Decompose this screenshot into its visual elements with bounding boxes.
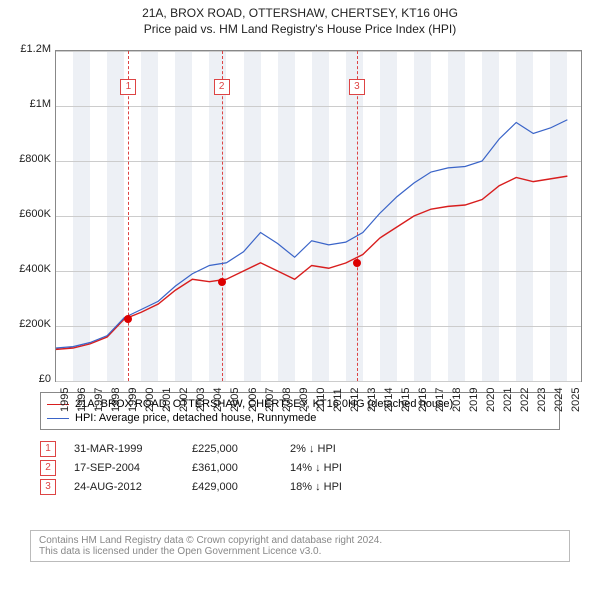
sales-row: 3 24-AUG-2012 £429,000 18% ↓ HPI bbox=[40, 479, 560, 495]
x-tick-label: 2001 bbox=[161, 388, 173, 412]
x-tick-label: 2015 bbox=[400, 388, 412, 412]
sale-price: £361,000 bbox=[192, 462, 272, 474]
sale-diff: 14% ↓ HPI bbox=[290, 462, 342, 474]
sale-price: £429,000 bbox=[192, 481, 272, 493]
x-tick-label: 2012 bbox=[349, 388, 361, 412]
x-tick-label: 2004 bbox=[212, 388, 224, 412]
sales-row: 1 31-MAR-1999 £225,000 2% ↓ HPI bbox=[40, 441, 560, 457]
sale-marker-num: 2 bbox=[40, 460, 56, 476]
x-tick-label: 2018 bbox=[451, 388, 463, 412]
x-tick-label: 2011 bbox=[332, 388, 344, 412]
sale-diff: 18% ↓ HPI bbox=[290, 481, 342, 493]
x-tick-label: 2006 bbox=[247, 388, 259, 412]
legend-swatch-hpi bbox=[47, 418, 69, 419]
x-tick-label: 2019 bbox=[468, 388, 480, 412]
sale-marker-num: 3 bbox=[40, 479, 56, 495]
sale-marker-num: 1 bbox=[40, 441, 56, 457]
x-tick-label: 2014 bbox=[383, 388, 395, 412]
sale-marker: 1 bbox=[120, 79, 136, 95]
sale-price: £225,000 bbox=[192, 443, 272, 455]
chart-subtitle: Price paid vs. HM Land Registry's House … bbox=[0, 22, 600, 36]
x-tick-label: 1997 bbox=[93, 388, 105, 412]
x-tick-label: 1996 bbox=[76, 388, 88, 412]
y-tick-label: £400K bbox=[11, 263, 51, 275]
footer-line: Contains HM Land Registry data © Crown c… bbox=[39, 535, 561, 546]
x-tick-label: 2022 bbox=[519, 388, 531, 412]
x-tick-label: 2020 bbox=[485, 388, 497, 412]
x-tick-label: 1995 bbox=[59, 388, 71, 412]
chart-lines bbox=[56, 51, 581, 381]
x-tick-label: 2009 bbox=[298, 388, 310, 412]
x-tick-label: 1999 bbox=[127, 388, 139, 412]
x-tick-label: 2023 bbox=[536, 388, 548, 412]
x-tick-label: 2000 bbox=[144, 388, 156, 412]
y-tick-label: £1M bbox=[11, 98, 51, 110]
legend-label: HPI: Average price, detached house, Runn… bbox=[75, 412, 316, 424]
x-tick-label: 1998 bbox=[110, 388, 122, 412]
sale-diff: 2% ↓ HPI bbox=[290, 443, 336, 455]
legend-row: HPI: Average price, detached house, Runn… bbox=[47, 411, 553, 425]
chart-title: 21A, BROX ROAD, OTTERSHAW, CHERTSEY, KT1… bbox=[0, 6, 600, 20]
sale-dot bbox=[353, 259, 361, 267]
y-tick-label: £600K bbox=[11, 208, 51, 220]
x-tick-label: 2021 bbox=[502, 388, 514, 412]
y-tick-label: £800K bbox=[11, 153, 51, 165]
x-tick-label: 2005 bbox=[229, 388, 241, 412]
x-tick-label: 2025 bbox=[570, 388, 582, 412]
footer-attribution: Contains HM Land Registry data © Crown c… bbox=[30, 530, 570, 562]
x-tick-label: 2017 bbox=[434, 388, 446, 412]
x-tick-label: 2024 bbox=[553, 388, 565, 412]
sale-date: 31-MAR-1999 bbox=[74, 443, 174, 455]
y-tick-label: £0 bbox=[11, 373, 51, 385]
sale-date: 17-SEP-2004 bbox=[74, 462, 174, 474]
y-tick-label: £200K bbox=[11, 318, 51, 330]
x-tick-label: 2016 bbox=[417, 388, 429, 412]
x-tick-label: 2010 bbox=[315, 388, 327, 412]
x-tick-label: 2013 bbox=[366, 388, 378, 412]
sales-row: 2 17-SEP-2004 £361,000 14% ↓ HPI bbox=[40, 460, 560, 476]
sale-date: 24-AUG-2012 bbox=[74, 481, 174, 493]
x-tick-label: 2008 bbox=[281, 388, 293, 412]
x-tick-label: 2003 bbox=[195, 388, 207, 412]
sales-table: 1 31-MAR-1999 £225,000 2% ↓ HPI 2 17-SEP… bbox=[40, 438, 560, 498]
sale-marker: 3 bbox=[349, 79, 365, 95]
footer-line: This data is licensed under the Open Gov… bbox=[39, 546, 561, 557]
sale-dot bbox=[218, 278, 226, 286]
sale-marker: 2 bbox=[214, 79, 230, 95]
y-tick-label: £1.2M bbox=[11, 43, 51, 55]
x-tick-label: 2007 bbox=[264, 388, 276, 412]
chart-plot-area: 1 2 3 bbox=[55, 50, 582, 382]
x-tick-label: 2002 bbox=[178, 388, 190, 412]
